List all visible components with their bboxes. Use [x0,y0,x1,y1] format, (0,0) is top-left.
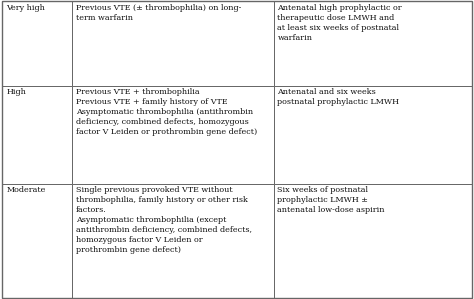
Bar [2,86,72,184]
Bar [2,1,72,86]
Bar [273,1,472,86]
Text: Antenatal high prophylactic or
therapeutic dose LMWH and
at least six weeks of p: Antenatal high prophylactic or therapeut… [277,4,402,42]
Text: Antenatal and six weeks
postnatal prophylactic LMWH: Antenatal and six weeks postnatal prophy… [277,88,400,106]
Bar [72,1,273,86]
Text: Single previous provoked VTE without
thrombophilia, family history or other risk: Single previous provoked VTE without thr… [76,186,252,254]
Bar [72,184,273,298]
Bar [72,86,273,184]
Text: Very high: Very high [6,4,45,12]
Text: Moderate: Moderate [6,186,46,194]
Text: Six weeks of postnatal
prophylactic LMWH ±
antenatal low-dose aspirin: Six weeks of postnatal prophylactic LMWH… [277,186,385,214]
Bar [273,86,472,184]
Bar [2,184,72,298]
Text: High: High [6,88,26,96]
Text: Previous VTE + thrombophilia
Previous VTE + family history of VTE
Asymptomatic t: Previous VTE + thrombophilia Previous VT… [76,88,257,136]
Text: Previous VTE (± thrombophilia) on long-
term warfarin: Previous VTE (± thrombophilia) on long- … [76,4,241,22]
Bar [273,184,472,298]
